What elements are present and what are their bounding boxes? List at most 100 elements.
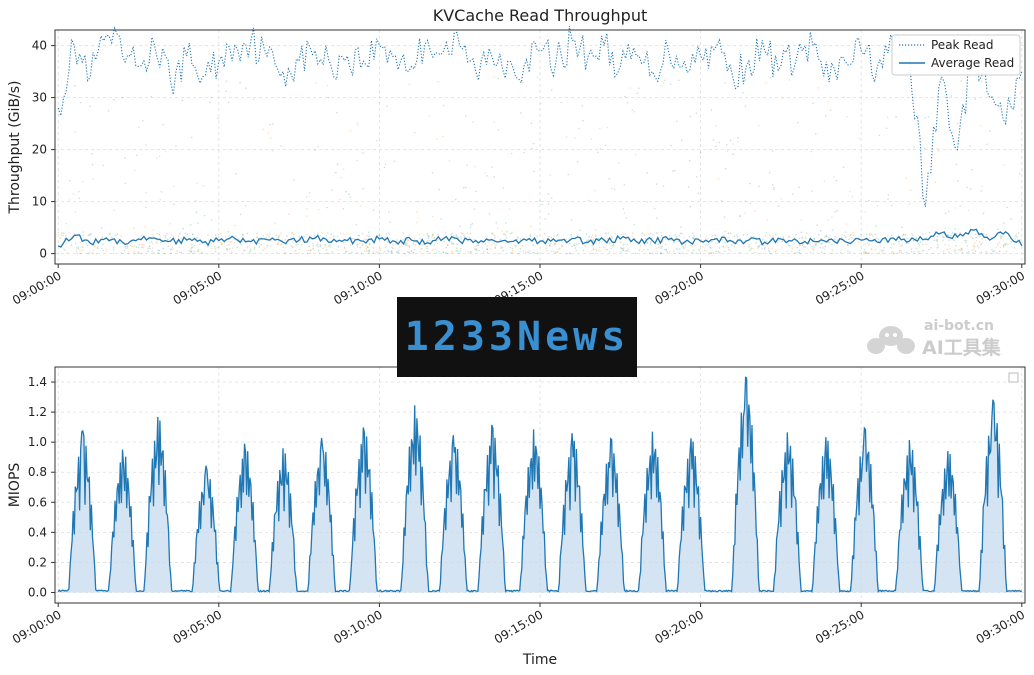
scatter-point <box>112 248 115 251</box>
scatter-point <box>101 236 104 238</box>
scatter-point <box>782 236 785 238</box>
scatter-point <box>390 251 393 254</box>
scatter-point <box>295 244 297 246</box>
miops-area <box>58 377 1022 593</box>
scatter-point <box>948 244 950 247</box>
scatter-point <box>265 236 268 239</box>
scatter-point <box>674 252 676 255</box>
scatter-point <box>634 252 637 255</box>
scatter-point <box>459 250 462 252</box>
scatter-point <box>402 232 405 234</box>
scatter-point <box>282 246 285 249</box>
scatter-point <box>442 251 445 254</box>
scatter-point <box>799 252 801 255</box>
scatter-point <box>508 208 511 210</box>
x-tick-label: 09:25:00 <box>813 268 867 307</box>
scatter-point <box>268 235 270 238</box>
scatter-point <box>796 246 799 249</box>
scatter-point <box>557 234 559 236</box>
scatter-point <box>606 126 609 129</box>
scatter-point <box>403 238 405 240</box>
scatter-point <box>912 240 915 242</box>
scatter-point <box>523 151 525 154</box>
scatter-point <box>990 236 993 239</box>
scatter-point <box>829 234 831 237</box>
scatter-point <box>1019 92 1022 94</box>
scatter-point <box>598 242 600 244</box>
peak-read-line <box>57 25 1023 207</box>
scatter-point <box>661 245 664 247</box>
scatter-point <box>720 200 723 202</box>
scatter-point <box>739 237 741 240</box>
scatter-point <box>365 238 367 241</box>
scatter-point <box>875 200 877 203</box>
scatter-point <box>415 241 418 244</box>
scatter-point <box>258 245 261 247</box>
scatter-point <box>813 237 816 240</box>
scatter-point <box>216 246 218 249</box>
scatter-point <box>391 246 393 249</box>
scatter-point <box>721 239 723 241</box>
scatter-point <box>936 236 939 238</box>
scatter-point <box>128 250 130 253</box>
scatter-point <box>342 241 345 244</box>
scatter-point <box>372 209 375 211</box>
scatter-point <box>619 246 622 249</box>
scatter-point <box>193 244 196 247</box>
scatter-point <box>390 250 393 252</box>
scatter-point <box>363 250 366 252</box>
y-tick-label: 10 <box>32 195 47 209</box>
scatter-point <box>659 252 662 255</box>
scatter-point <box>227 101 230 103</box>
scatter-point <box>412 242 415 245</box>
scatter-point <box>486 251 489 254</box>
scatter-point <box>653 207 656 210</box>
scatter-point <box>975 236 977 239</box>
scatter-point <box>913 252 915 255</box>
scatter-point <box>676 120 678 123</box>
scatter-point <box>866 242 868 245</box>
scatter-point <box>368 235 370 238</box>
scatter-point <box>275 251 278 254</box>
scatter-point <box>644 244 646 246</box>
scatter-point <box>315 244 318 247</box>
scatter-point <box>207 245 209 248</box>
scatter-point <box>841 234 843 236</box>
scatter-point <box>911 232 913 235</box>
scatter-point <box>445 252 447 254</box>
scatter-point <box>905 233 907 236</box>
scatter-point <box>646 172 648 174</box>
scatter-point <box>340 232 342 235</box>
scatter-point <box>570 233 573 236</box>
scatter-point <box>806 232 808 234</box>
x-tick-label: 09:30:00 <box>974 607 1028 646</box>
scatter-point <box>973 246 976 249</box>
scatter-point <box>486 245 489 247</box>
scatter-point <box>833 176 835 178</box>
scatter-point <box>408 246 411 248</box>
scatter-point <box>159 198 161 201</box>
scatter-point <box>610 187 613 190</box>
scatter-point <box>910 248 913 250</box>
scatter-point <box>718 247 721 249</box>
scatter-point <box>246 246 249 249</box>
scatter-point <box>344 247 346 250</box>
scatter-point <box>863 251 865 253</box>
scatter-point <box>229 241 231 243</box>
scatter-point <box>469 226 472 229</box>
scatter-point <box>367 246 369 249</box>
scatter-point <box>709 246 711 249</box>
scatter-point <box>455 234 458 236</box>
scatter-point <box>875 238 877 240</box>
scatter-point <box>102 249 104 252</box>
scatter-point <box>145 191 147 194</box>
scatter-point <box>1013 247 1016 249</box>
scatter-point <box>391 252 393 254</box>
scatter-point <box>644 238 647 240</box>
scatter-point <box>178 246 180 248</box>
scatter-point <box>82 234 85 236</box>
scatter-point <box>591 234 594 236</box>
scatter-point <box>933 239 936 242</box>
scatter-point <box>724 250 726 252</box>
scatter-point <box>849 234 851 237</box>
